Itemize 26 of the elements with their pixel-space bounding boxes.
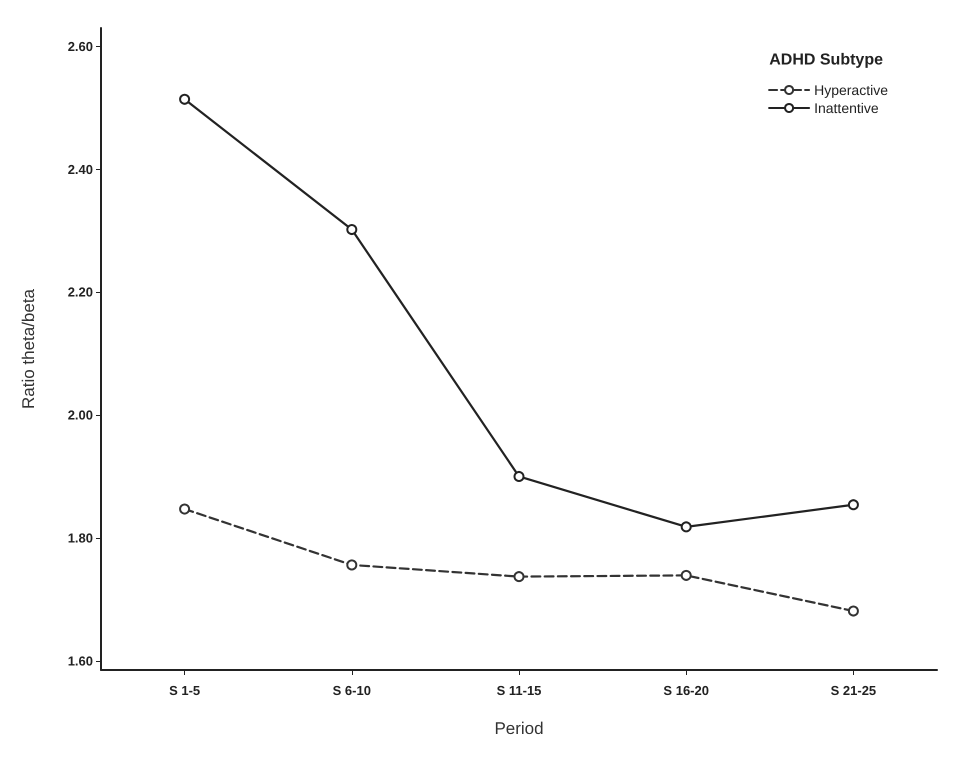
x-tick-label: S 11-15 [496, 683, 542, 698]
y-tick-label: 1.80 [68, 530, 93, 546]
y-tick-label: 2.00 [68, 408, 93, 423]
point [680, 570, 692, 581]
legend-label: Inattentive [814, 100, 879, 116]
y-tick-label: 2.60 [68, 38, 93, 54]
y-tick-label: 2.20 [68, 284, 93, 300]
x-tick-label: S 1-5 [169, 683, 200, 698]
point [179, 94, 190, 105]
point [514, 571, 524, 582]
point [848, 499, 859, 510]
x-axis-title: Period [494, 719, 544, 738]
point [680, 521, 692, 532]
point [346, 224, 358, 236]
point [848, 606, 859, 617]
x-tick-label: S 6-10 [332, 683, 371, 698]
x-tick-label: S 16-20 [663, 683, 709, 698]
x-tick-label: S 21-25 [830, 683, 876, 698]
legend-label: Hyperactive [814, 82, 888, 98]
y-axis-title: Ratio theta/beta [19, 288, 38, 410]
y-tick-label: 1.60 [68, 653, 93, 668]
y-tick-label: 2.40 [68, 162, 93, 177]
point [514, 470, 524, 482]
legend-title: ADHD Subtype [769, 52, 884, 68]
point [346, 559, 358, 570]
point [179, 504, 190, 515]
